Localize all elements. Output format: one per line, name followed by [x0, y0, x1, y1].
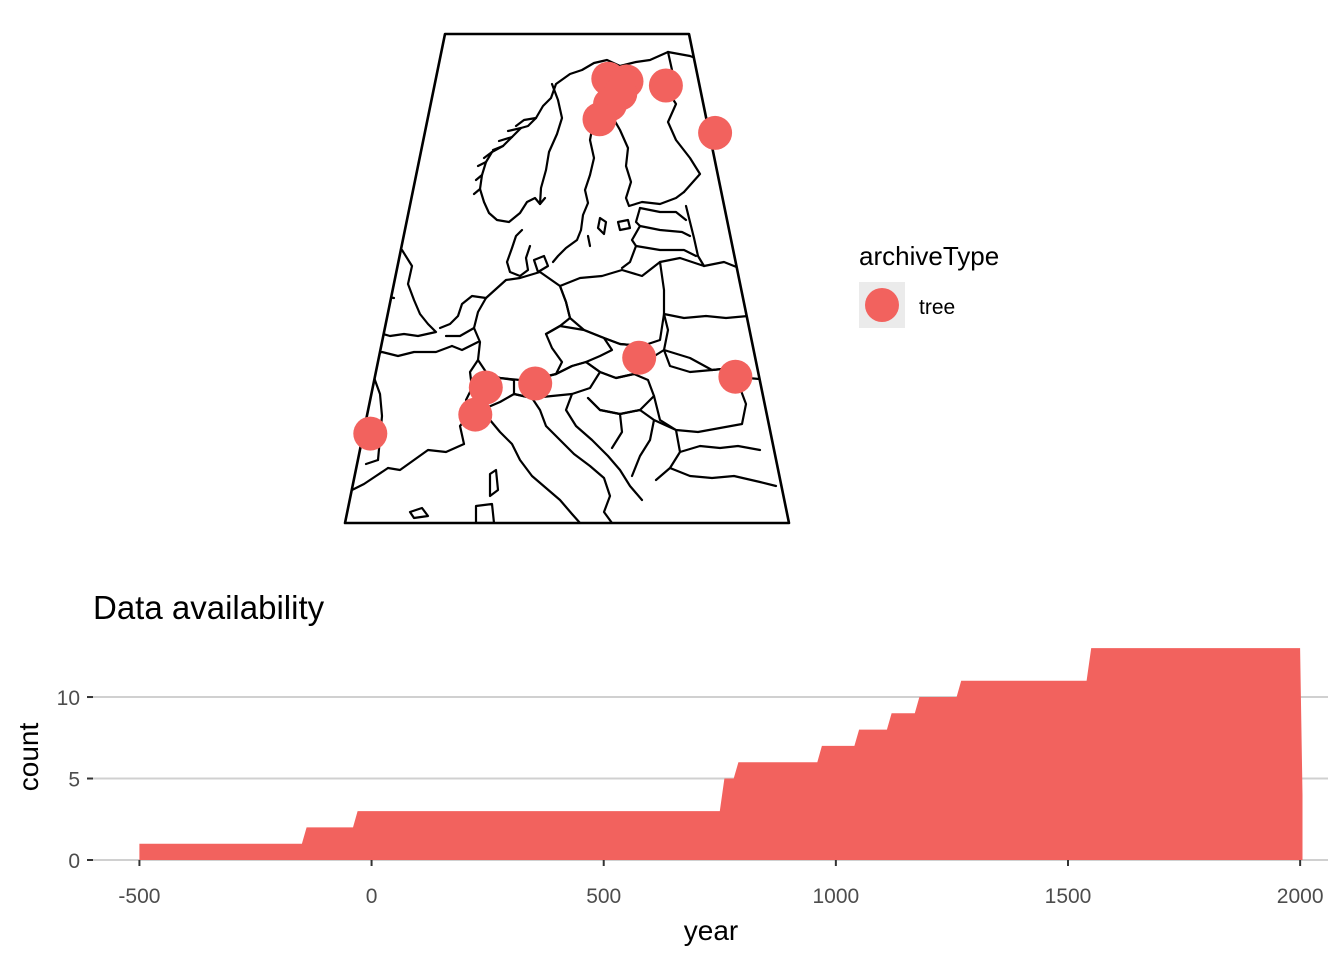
- map-country-borders: [350, 50, 778, 523]
- border-czechia: [544, 324, 614, 376]
- site-point: [518, 366, 553, 401]
- x-axis: -500 0 500 1000 1500 2000: [118, 860, 1324, 908]
- site-point: [718, 359, 753, 394]
- map-projection-frame: [343, 32, 791, 525]
- y-tick-label: 0: [68, 850, 80, 873]
- x-tick-label: 1000: [812, 885, 859, 908]
- site-point: [622, 340, 657, 375]
- island-zealand: [532, 254, 550, 274]
- coastline-uk: [370, 248, 438, 338]
- x-tick-label: 1500: [1045, 885, 1092, 908]
- site-point: [648, 68, 683, 103]
- island-sardinia: [474, 502, 496, 523]
- x-tick-label: 0: [366, 885, 378, 908]
- site-point: [698, 115, 733, 150]
- site-point: [353, 416, 388, 451]
- y-tick-label: 5: [68, 769, 80, 792]
- island-saaremaa: [616, 218, 632, 232]
- coastline-baltic-states: [620, 206, 642, 270]
- border-balkans: [586, 396, 778, 488]
- x-axis-label: year: [684, 915, 738, 946]
- x-tick-label: -500: [118, 885, 160, 908]
- site-point: [582, 102, 617, 137]
- coastline-sweden-east: [551, 108, 600, 264]
- legend-label-tree: tree: [919, 296, 955, 319]
- legend-key-point: [865, 288, 899, 322]
- legend-title: archiveType: [859, 241, 999, 271]
- availability-area: [139, 648, 1303, 860]
- border-norway-sweden: [538, 82, 564, 206]
- coastline-italy: [484, 392, 614, 523]
- coastline-balkans: [564, 392, 644, 502]
- site-point: [458, 397, 493, 432]
- island-gotland: [596, 216, 608, 236]
- island-corsica: [488, 468, 500, 498]
- border-france-east: [458, 358, 480, 446]
- y-axis-label: count: [13, 723, 44, 792]
- coastline-france-south: [386, 442, 466, 472]
- border-spain: [350, 458, 390, 492]
- x-tick-label: 500: [586, 885, 621, 908]
- map-legend: archiveType tree: [859, 241, 999, 328]
- europe-map: archiveType tree: [343, 32, 999, 525]
- data-availability-chart: Data availability 0 5 10 -500 0 500 1000 1500 2…: [13, 589, 1328, 946]
- fjord-detail: [472, 116, 538, 196]
- island-oland: [586, 234, 592, 248]
- y-axis: 0 5 10: [57, 687, 93, 873]
- coastline-finland: [596, 108, 686, 208]
- coastline-denmark: [505, 228, 532, 278]
- border-baltic-east: [684, 204, 706, 268]
- site-point: [468, 370, 503, 405]
- x-tick-label: 2000: [1277, 885, 1324, 908]
- chart-title: Data availability: [93, 589, 325, 626]
- border-poland: [558, 260, 666, 348]
- coastline-lowlands: [438, 294, 488, 352]
- island-mallorca: [408, 506, 430, 520]
- y-tick-label: 10: [57, 687, 80, 710]
- site-points: [353, 61, 753, 451]
- border-germany: [472, 270, 572, 382]
- border-estonia-latvia: [634, 206, 698, 258]
